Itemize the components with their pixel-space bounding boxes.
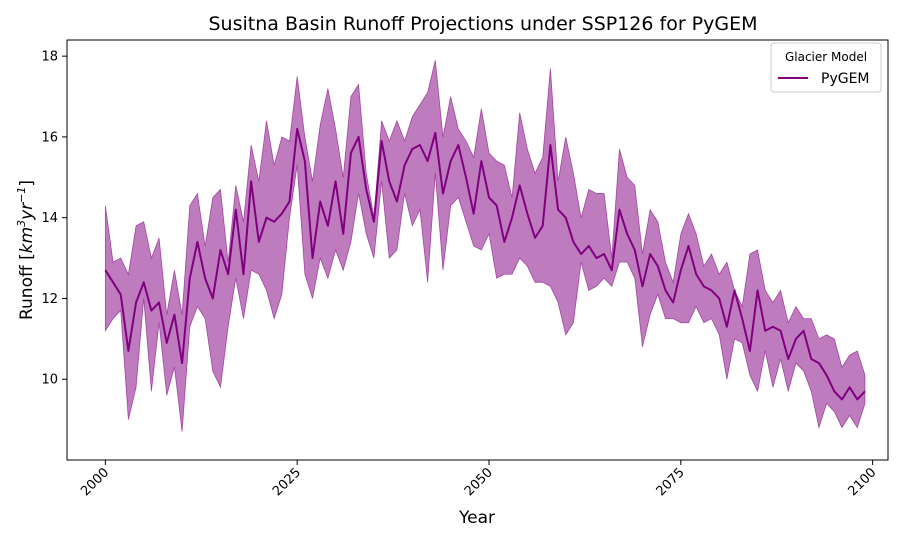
y-axis-title-exponent-1: 3 bbox=[15, 220, 28, 227]
y-axis-title-unit-base: km bbox=[17, 227, 37, 253]
chart-title: Susitna Basin Runoff Projections under S… bbox=[208, 13, 757, 35]
y-axis-title: Runoff [km3yr−1] bbox=[15, 180, 37, 320]
y-tick-label: 16 bbox=[41, 130, 58, 145]
y-axis: 10 12 14 16 18 bbox=[41, 50, 67, 388]
y-axis-title-exponent-2: −1 bbox=[15, 187, 28, 203]
y-axis-title-prefix: Runoff [ bbox=[17, 253, 37, 320]
y-tick-label: 12 bbox=[41, 292, 58, 307]
x-axis-title: Year bbox=[458, 508, 495, 528]
y-axis-title-unit-time: yr bbox=[17, 202, 37, 221]
legend-label-pygem: PyGEM bbox=[821, 71, 870, 87]
plot-area bbox=[104, 60, 866, 432]
legend-title: Glacier Model bbox=[785, 50, 867, 64]
legend-box bbox=[770, 42, 882, 93]
mean-runoff-line bbox=[104, 127, 866, 401]
legend: Glacier Model PyGEM bbox=[770, 42, 882, 93]
y-tick-label: 10 bbox=[41, 373, 58, 388]
y-tick-label: 14 bbox=[41, 211, 58, 226]
y-tick-label: 18 bbox=[41, 50, 58, 65]
plot-frame bbox=[66, 39, 889, 461]
y-axis-title-suffix: ] bbox=[17, 180, 37, 187]
